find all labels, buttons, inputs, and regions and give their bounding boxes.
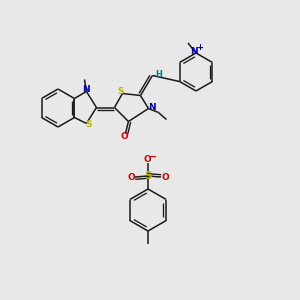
Text: N: N — [190, 46, 198, 56]
Text: +: + — [196, 44, 203, 52]
Text: S: S — [117, 87, 124, 96]
Text: O: O — [127, 172, 135, 182]
Text: N: N — [148, 103, 155, 112]
Text: −: − — [149, 152, 157, 162]
Text: O: O — [161, 172, 169, 182]
Text: N: N — [82, 85, 89, 94]
Text: O: O — [143, 155, 151, 164]
Text: O: O — [121, 132, 128, 141]
Text: H: H — [155, 70, 162, 79]
Text: S: S — [85, 120, 92, 129]
Text: S: S — [144, 171, 152, 181]
